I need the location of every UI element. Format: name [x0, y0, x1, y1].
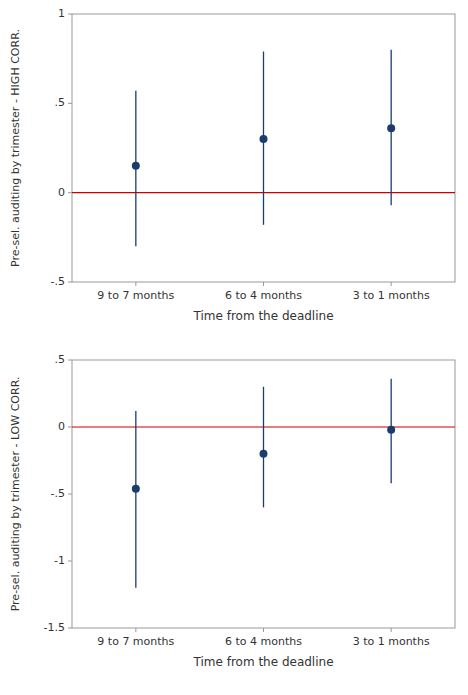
x-tick: [263, 628, 264, 632]
plot-frame: [72, 360, 455, 628]
x-tick-label: 6 to 4 months: [225, 289, 302, 302]
confidence-interval: [135, 411, 136, 588]
plot-frame: [72, 14, 455, 282]
x-tick-label: 3 to 1 months: [353, 635, 430, 648]
x-tick: [135, 628, 136, 632]
y-tick-label: -1: [54, 554, 65, 567]
y-tick: [68, 103, 72, 104]
x-tick: [135, 282, 136, 286]
mean-point: [260, 135, 268, 143]
y-tick-label: .5: [55, 353, 66, 366]
confidence-interval: [263, 387, 264, 508]
y-tick: [68, 427, 72, 428]
marks: [72, 50, 455, 247]
y-tick: [68, 561, 72, 562]
y-axis-label: Pre-sel. auditing by trimester - HIGH CO…: [9, 29, 22, 267]
x-tick-label: 9 to 7 months: [97, 289, 174, 302]
mean-point: [132, 162, 140, 170]
mean-point: [260, 450, 268, 458]
y-tick-label: 0: [58, 420, 65, 433]
y-tick: [68, 628, 72, 629]
y-tick: [68, 360, 72, 361]
y-tick-label: -.5: [51, 487, 65, 500]
y-tick-label: 1: [58, 7, 65, 20]
y-tick: [68, 282, 72, 283]
mean-point: [132, 485, 140, 493]
x-tick-label: 9 to 7 months: [97, 635, 174, 648]
x-axis-label: Time from the deadline: [192, 309, 333, 323]
mean-point: [387, 124, 395, 132]
x-tick: [391, 628, 392, 632]
y-tick-label: .5: [55, 96, 66, 109]
y-tick-label: 0: [58, 186, 65, 199]
marks: [72, 379, 455, 588]
y-tick: [68, 14, 72, 15]
mean-point: [387, 426, 395, 434]
x-tick-label: 6 to 4 months: [225, 635, 302, 648]
y-tick-label: -1.5: [44, 621, 65, 634]
y-tick: [68, 192, 72, 193]
x-axis-label: Time from the deadline: [192, 655, 333, 669]
x-tick: [263, 282, 264, 286]
y-tick: [68, 494, 72, 495]
y-axis-label: Pre-sel. auditing by trimester - LOW COR…: [9, 377, 22, 612]
x-tick-label: 3 to 1 months: [353, 289, 430, 302]
x-tick: [391, 282, 392, 286]
panel: -1.5 -1 -.5 0 .5 9 to 7 months 6 to 4 months 3 …: [9, 353, 455, 669]
panel: -.5 0 .5 1 9 to 7 months 6 to 4 months 3 to 1 …: [9, 7, 455, 323]
y-tick-label: -.5: [51, 275, 65, 288]
page: {"chart_data": [ {"type": "errorbar", "y…: [0, 0, 468, 695]
chart: -.5 0 .5 1 9 to 7 months 6 to 4 months 3 to 1 …: [0, 0, 468, 695]
